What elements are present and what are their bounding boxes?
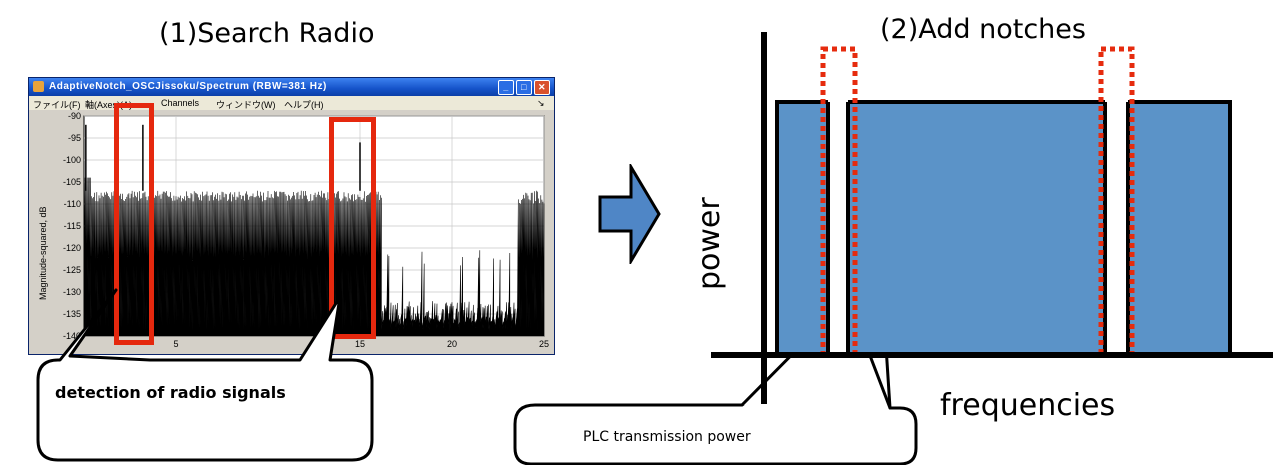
right-panel-title: (2)Add notches xyxy=(880,14,1086,45)
x-tick-label: 15 xyxy=(355,339,365,349)
y-tick-label: -120 xyxy=(63,243,81,253)
x-tick-label: 25 xyxy=(539,339,549,349)
y-tick-label: -110 xyxy=(64,199,81,209)
menu-channels[interactable]: Channels xyxy=(161,98,200,108)
y-tick-label: -125 xyxy=(63,265,81,275)
right-arrow-icon xyxy=(598,164,661,264)
radio-marker-1 xyxy=(114,103,154,345)
y-tick-label: -115 xyxy=(64,221,81,231)
callout-right-text: PLC transmission power xyxy=(583,429,751,445)
y-tick-label: -130 xyxy=(63,287,81,297)
toolbar-arrow-icon[interactable]: ↘ xyxy=(537,98,545,108)
menu-help[interactable]: ヘルプ(H) xyxy=(284,100,324,110)
window-title: AdaptiveNotch_OSCJissoku/Spectrum (RBW=3… xyxy=(49,81,327,92)
spectrum-trace xyxy=(83,177,545,337)
x-tick-label: 5 xyxy=(173,339,178,349)
y-tick-label: -90 xyxy=(68,111,81,121)
spectrum-plot: -90 -95 -100 -105 -110 -115 -120 -125 -130 -135 -1… xyxy=(38,111,549,349)
minimize-icon[interactable]: _ xyxy=(498,80,514,95)
y-tick-label: -100 xyxy=(63,155,81,165)
menu-window[interactable]: ウィンドウ(W) xyxy=(216,100,276,110)
app-logo-icon xyxy=(33,81,44,92)
y-axis-label: Magnitude-squared, dB xyxy=(38,206,48,300)
close-icon[interactable]: ✕ xyxy=(534,80,550,95)
y-tick-label: -105 xyxy=(63,177,81,187)
left-panel-title: (1)Search Radio xyxy=(159,18,375,49)
callout-left-bubble xyxy=(36,288,374,462)
window-menubar: ファイル(F) 軸(Axes)(A) Channels ウィンドウ(W) ヘルプ… xyxy=(29,96,554,110)
maximize-icon[interactable]: □ xyxy=(516,80,532,95)
menu-file[interactable]: ファイル(F) xyxy=(33,100,81,110)
menu-axes[interactable]: 軸(Axes)(A) xyxy=(85,100,132,110)
radio-marker-2 xyxy=(329,117,376,339)
window-titlebar[interactable]: AdaptiveNotch_OSCJissoku/Spectrum (RBW=3… xyxy=(29,78,554,96)
x-tick-label: 20 xyxy=(447,339,457,349)
y-tick-label: -135 xyxy=(63,309,81,319)
notch-gap-2 xyxy=(1105,100,1128,357)
frequency-axis-label: frequencies xyxy=(940,388,1116,423)
y-tick-label: -140 xyxy=(63,331,81,341)
callout-left-text: detection of radio signals xyxy=(55,383,286,402)
notch-gap-1 xyxy=(828,100,848,357)
callout-right-bubble xyxy=(513,298,918,465)
power-axis-label: power xyxy=(692,197,727,290)
y-tick-label: -95 xyxy=(68,133,81,143)
